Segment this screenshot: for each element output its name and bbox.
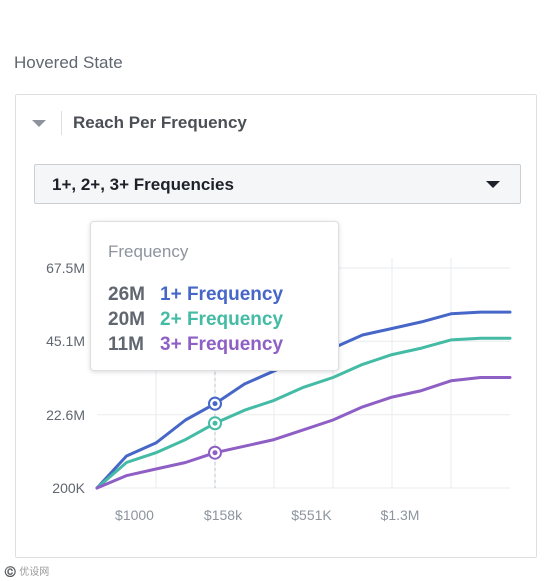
hover-point-dot (212, 450, 218, 456)
hover-indicator (208, 372, 222, 488)
series-line (95, 376, 512, 490)
x-tick-label: $1000 (115, 507, 154, 523)
select-caret-down-icon (486, 181, 500, 188)
y-tick-label: 22.6M (46, 407, 85, 423)
hover-tooltip: Frequency 26M 1+ Frequency 20M 2+ Frequenc… (90, 221, 339, 371)
tooltip-value: 26M (108, 284, 145, 305)
hover-point-dot (212, 401, 218, 407)
x-tick-label: $1.3M (381, 507, 420, 523)
tooltip-value: 20M (108, 309, 145, 330)
state-label: Hovered State (14, 53, 123, 72)
x-tick-label: $158k (204, 507, 243, 523)
watermark: ©️ 优设网 (4, 567, 50, 578)
tooltip-title: Frequency (108, 242, 189, 261)
card-header[interactable]: Reach Per Frequency (16, 95, 536, 151)
y-tick-label: 200K (52, 480, 85, 496)
header-divider (61, 111, 62, 135)
card-title: Reach Per Frequency (73, 113, 247, 132)
tooltip-label: 3+ Frequency (160, 334, 284, 355)
y-axis-labels: 67.5M 45.1M 22.6M 200K (46, 260, 86, 496)
frequency-select[interactable]: 1+, 2+, 3+ Frequencies (34, 164, 521, 204)
x-tick-label: $551K (291, 507, 332, 523)
frequency-select-value: 1+, 2+, 3+ Frequencies (52, 175, 234, 194)
series-line (95, 336, 512, 490)
tooltip-row-1plus: 26M 1+ Frequency (108, 284, 283, 306)
tooltip-row-2plus: 20M 2+ Frequency (108, 309, 283, 331)
y-tick-label: 45.1M (46, 333, 85, 349)
tooltip-value: 11M (108, 334, 144, 355)
caret-down-icon[interactable] (32, 120, 46, 127)
tooltip-label: 2+ Frequency (160, 309, 284, 330)
hover-point-dot (212, 420, 218, 426)
tooltip-label: 1+ Frequency (160, 284, 284, 305)
tooltip-row-3plus: 11M 3+ Frequency (108, 334, 283, 356)
x-axis-labels: $1000 $158k $551K $1.3M (115, 507, 419, 523)
y-tick-label: 67.5M (46, 260, 85, 276)
